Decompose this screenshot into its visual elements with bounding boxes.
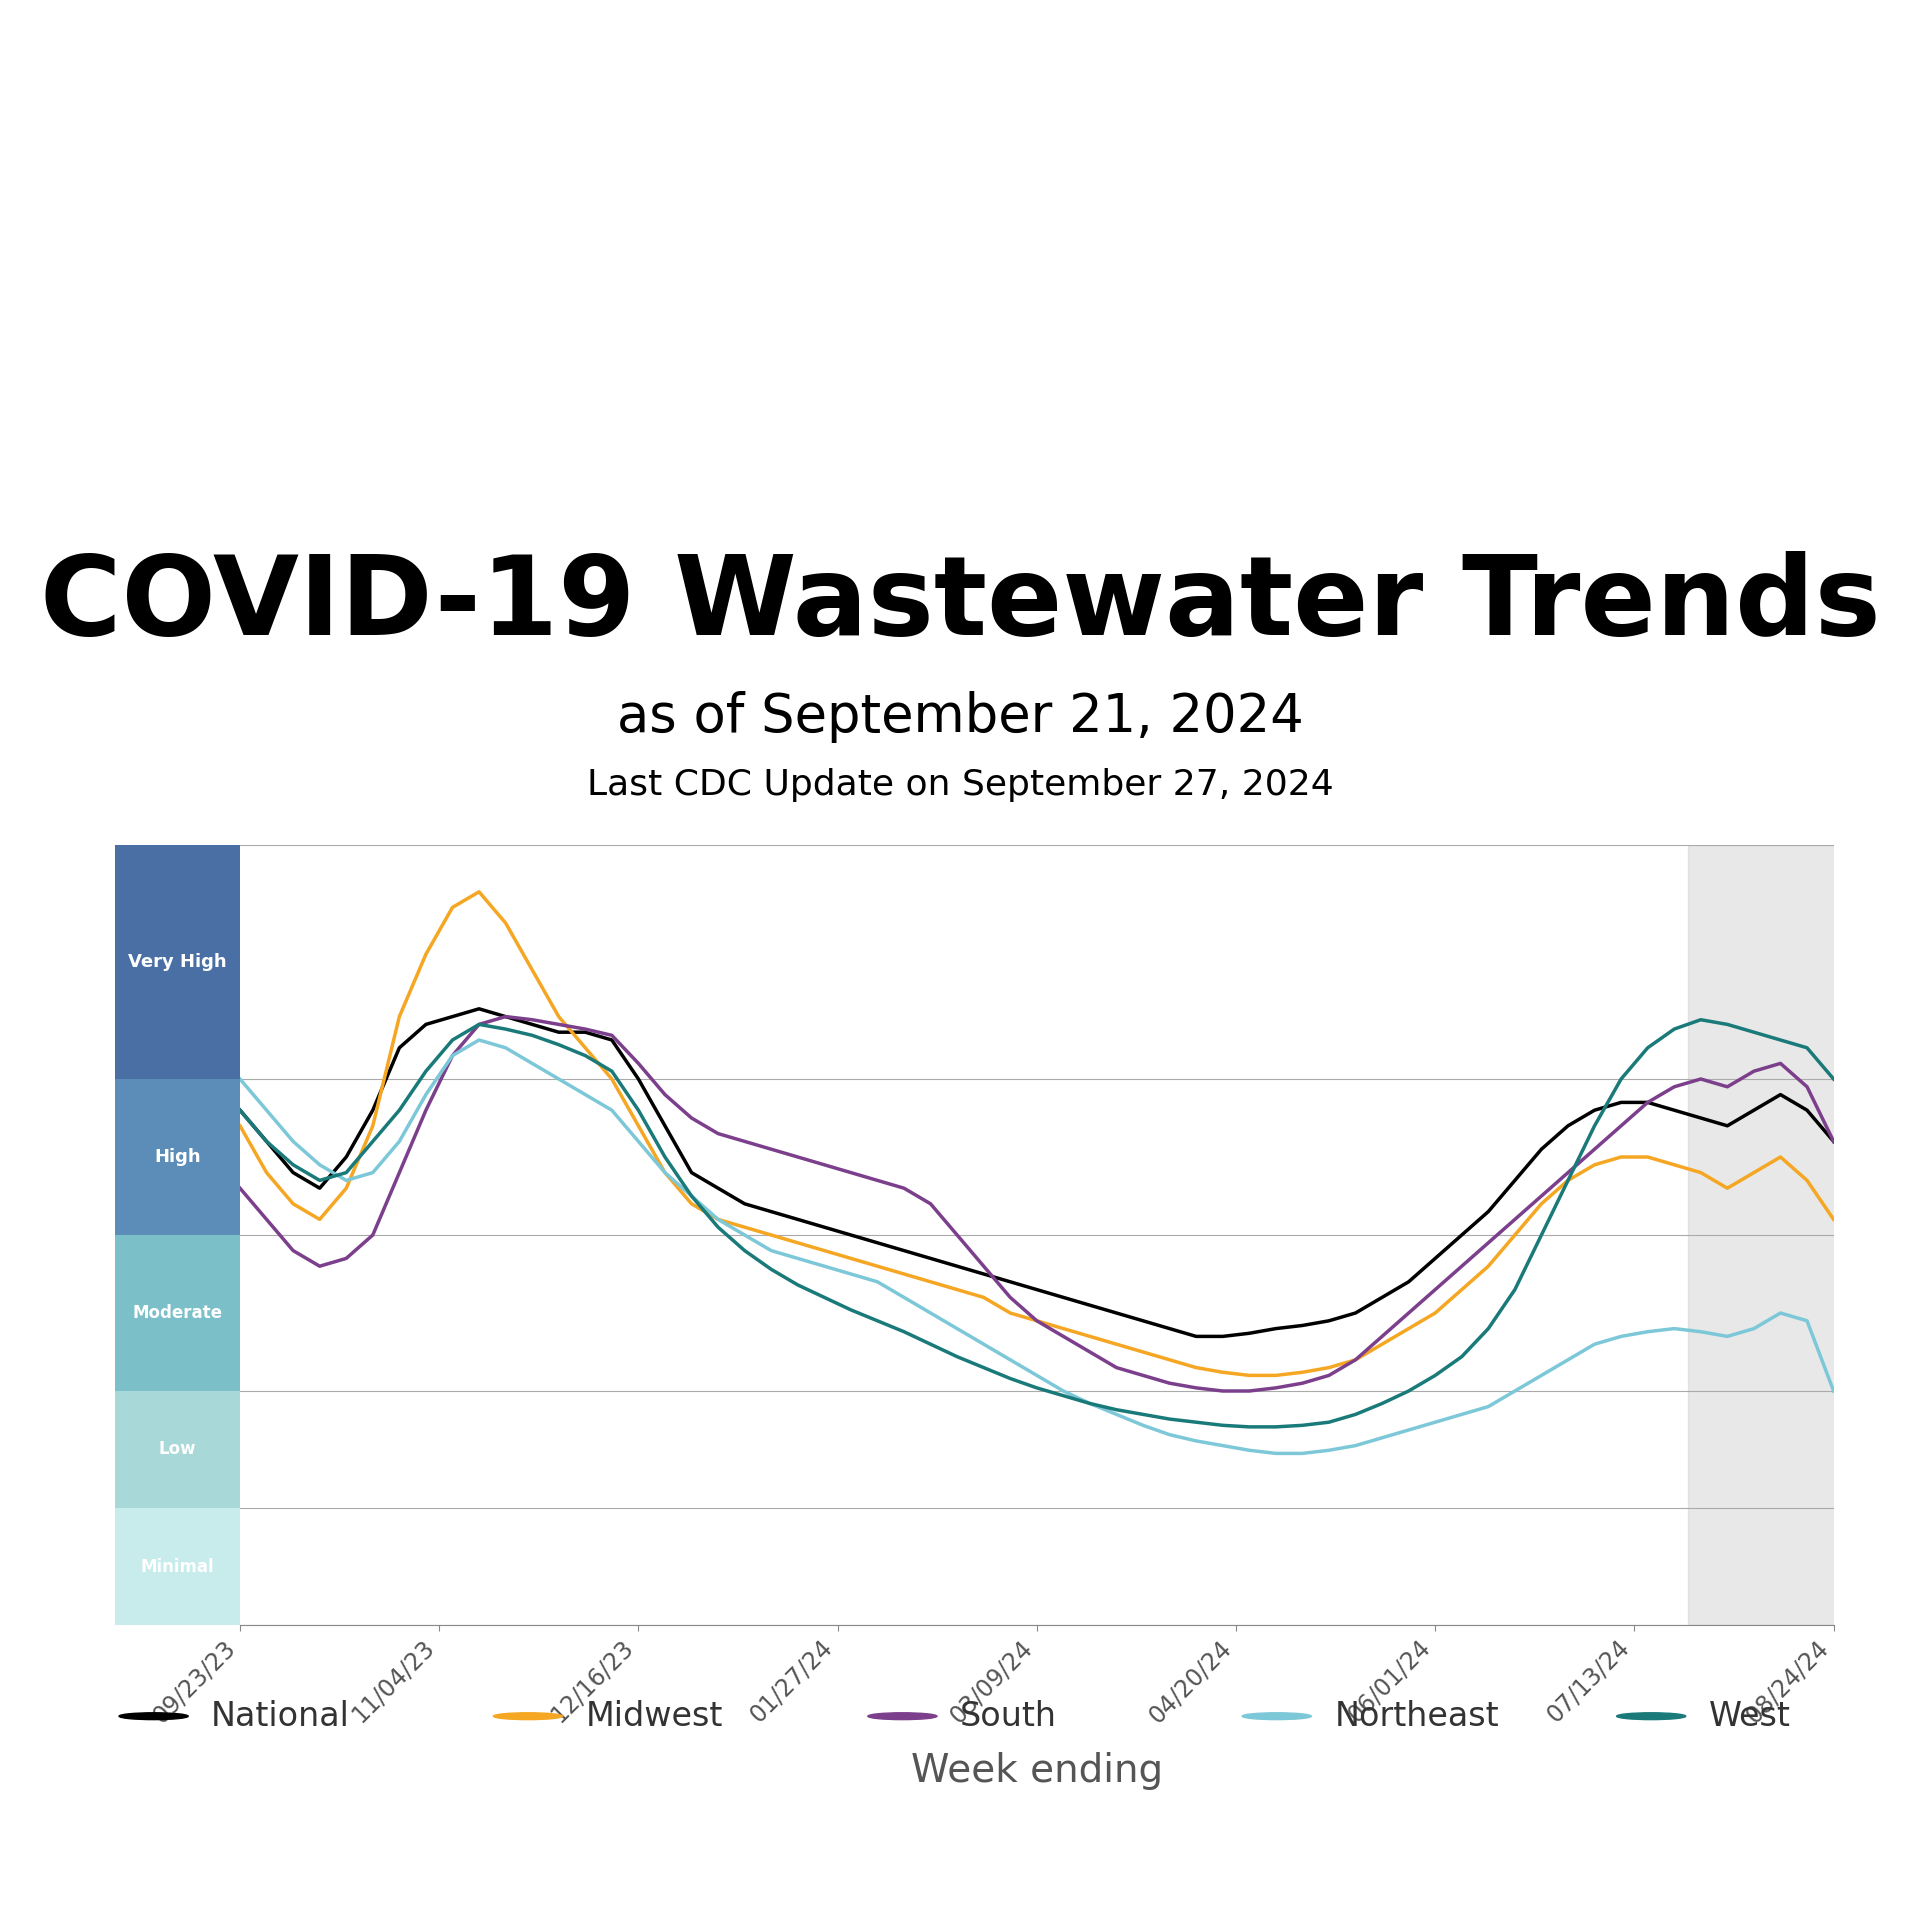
- FancyBboxPatch shape: [115, 1079, 240, 1235]
- Text: Last CDC Update on September 27, 2024: Last CDC Update on September 27, 2024: [588, 768, 1332, 803]
- Circle shape: [1617, 1713, 1686, 1720]
- Text: Low: Low: [159, 1440, 196, 1459]
- Text: West: West: [1709, 1699, 1791, 1732]
- Text: National: National: [211, 1699, 349, 1732]
- Text: Source: CDC: Source: CDC: [1611, 1847, 1872, 1889]
- Text: South: South: [960, 1699, 1058, 1732]
- FancyBboxPatch shape: [115, 1235, 240, 1390]
- Circle shape: [1242, 1713, 1311, 1720]
- FancyBboxPatch shape: [115, 1390, 240, 1507]
- Text: COVID-19 Wastewater Trends: COVID-19 Wastewater Trends: [40, 551, 1880, 657]
- Circle shape: [119, 1713, 188, 1720]
- Text: People’s CDC: People’s CDC: [48, 1839, 484, 1897]
- Text: All regions “Moderate,” “High,” or “Very High”: All regions “Moderate,” “High,” or “Very…: [0, 388, 1920, 459]
- FancyBboxPatch shape: [115, 845, 240, 1079]
- Text: High: High: [154, 1148, 202, 1165]
- Text: Northeast: Northeast: [1334, 1699, 1500, 1732]
- FancyBboxPatch shape: [115, 1507, 240, 1624]
- Bar: [1688, 845, 1874, 1624]
- Text: as of September 21, 2024: as of September 21, 2024: [616, 691, 1304, 743]
- X-axis label: Week ending: Week ending: [910, 1753, 1164, 1791]
- Circle shape: [493, 1713, 563, 1720]
- Circle shape: [868, 1713, 937, 1720]
- Text: Midwest: Midwest: [586, 1699, 724, 1732]
- Text: Moderate: Moderate: [132, 1304, 223, 1323]
- Text: Very High: Very High: [129, 952, 227, 972]
- Text: Minimal: Minimal: [140, 1557, 215, 1576]
